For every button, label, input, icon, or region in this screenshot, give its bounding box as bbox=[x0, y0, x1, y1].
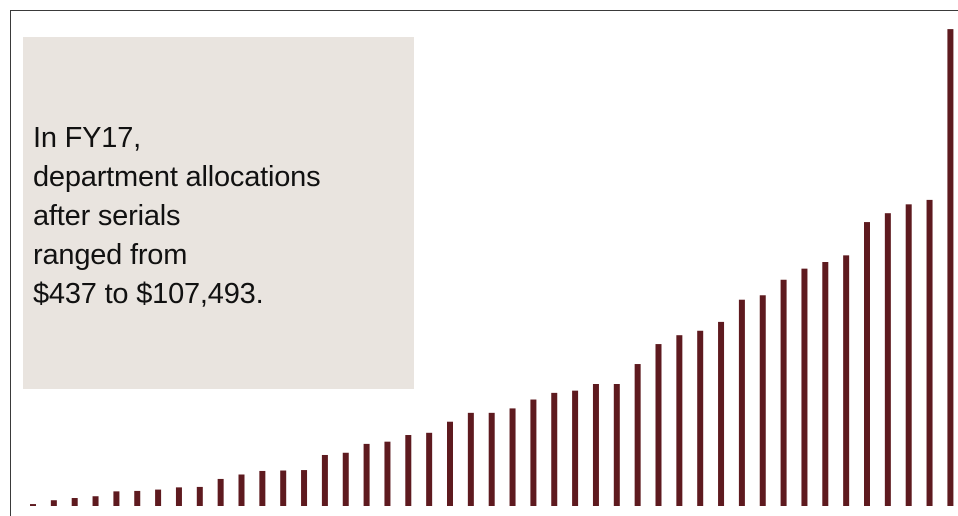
bar bbox=[342, 452, 349, 506]
bar bbox=[613, 384, 620, 506]
bar bbox=[738, 299, 745, 506]
bar bbox=[447, 421, 453, 506]
bar bbox=[697, 330, 704, 506]
bar bbox=[676, 335, 683, 506]
bar bbox=[238, 474, 245, 506]
bar bbox=[551, 392, 558, 506]
bar bbox=[780, 279, 787, 506]
callout-text: In FY17, department allocations after se… bbox=[33, 122, 321, 310]
bar bbox=[363, 443, 370, 506]
bar bbox=[134, 490, 141, 506]
bar bbox=[30, 504, 36, 506]
bar bbox=[280, 470, 287, 506]
bar bbox=[801, 268, 808, 506]
bar bbox=[426, 432, 433, 506]
bar bbox=[592, 384, 599, 506]
bar bbox=[113, 491, 120, 506]
bar bbox=[301, 470, 308, 506]
bar bbox=[92, 496, 99, 506]
bar bbox=[926, 199, 933, 506]
bar-series bbox=[30, 29, 954, 507]
bar bbox=[634, 364, 641, 506]
bar bbox=[884, 213, 891, 506]
bar bbox=[50, 500, 57, 506]
bar bbox=[488, 412, 495, 506]
bar bbox=[259, 470, 266, 506]
bar bbox=[655, 344, 662, 506]
bar bbox=[509, 408, 516, 506]
bar bbox=[196, 486, 203, 506]
bar bbox=[175, 487, 182, 506]
bar bbox=[718, 321, 725, 506]
bar bbox=[864, 222, 870, 506]
callout-box: In FY17, department allocations after se… bbox=[23, 37, 414, 389]
bar bbox=[905, 204, 912, 506]
bar bbox=[759, 295, 766, 506]
bar bbox=[843, 255, 850, 506]
bar bbox=[822, 262, 829, 506]
bar bbox=[572, 390, 579, 506]
bar bbox=[384, 441, 391, 506]
bar bbox=[155, 489, 162, 506]
bar bbox=[405, 435, 412, 506]
bar bbox=[947, 29, 954, 507]
bar bbox=[467, 412, 474, 506]
bar bbox=[530, 399, 537, 506]
bar bbox=[321, 454, 328, 506]
bar bbox=[71, 498, 78, 506]
bar bbox=[217, 478, 224, 506]
